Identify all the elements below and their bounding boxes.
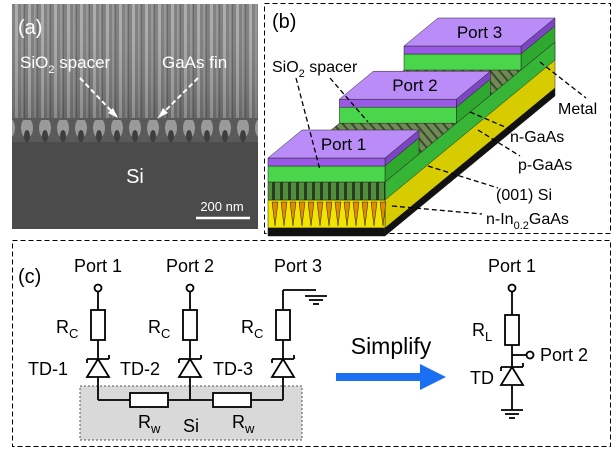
label-main: SiO [20, 53, 48, 72]
label-sub: C [254, 326, 263, 341]
resistor [276, 310, 290, 340]
resistor [183, 310, 197, 340]
sem-image [12, 4, 258, 229]
label-sub: w [150, 421, 161, 436]
port-label: Port 2 [540, 345, 588, 365]
diode [272, 359, 294, 377]
label-rest: spacer [305, 59, 358, 76]
fin-front [268, 182, 385, 200]
substrate-label: Si [183, 416, 199, 436]
sem-label: GaAs fin [162, 53, 227, 72]
pad-front [404, 46, 521, 54]
port-label: Port 3 [457, 23, 502, 42]
resistor [91, 310, 105, 340]
simplify-arrow [336, 364, 446, 390]
label-sub: C [69, 326, 78, 341]
layer-label: Metal [558, 101, 597, 118]
action-label: Simplify [351, 333, 432, 359]
port-label: Port 2 [392, 76, 437, 95]
panel-label: (a) [18, 17, 42, 39]
layer-front [268, 166, 385, 182]
label-main: R [56, 317, 69, 337]
terminal [527, 352, 534, 359]
label-main: R [241, 317, 254, 337]
layer-label: n-GaAs [510, 129, 564, 146]
pad-front [268, 158, 385, 166]
layer-label: n-In0.2GaAs [486, 211, 569, 232]
layer-label: SiO2 spacer [272, 59, 358, 80]
device-schematic: Port 3 Port 2 Port 1 Metal n-GaAs p-GaAs (001)… [268, 18, 597, 236]
diode [87, 359, 109, 377]
layer-label: (001) Si [496, 187, 552, 204]
port-label: Port 1 [488, 256, 536, 276]
component-label: RC [56, 317, 78, 341]
sem-fin-row [12, 118, 258, 142]
layer-label: p-GaAs [518, 157, 572, 174]
label-sub: w [244, 421, 255, 436]
component-label: RL [472, 320, 492, 344]
diode-label: TD-3 [213, 359, 253, 379]
diode [501, 367, 523, 385]
diode-label: TD [470, 368, 494, 388]
scale-bar-label: 200 nm [200, 199, 243, 214]
pad-front [339, 99, 456, 107]
label-sub: C [161, 326, 170, 341]
diode-label: TD-1 [28, 359, 68, 379]
figure: (a) SiO2 spacer GaAs fin Si 200 nm (b) P… [0, 0, 616, 449]
port-label: Port 3 [274, 256, 322, 276]
label-main: R [232, 412, 245, 432]
diode-label: TD-2 [120, 359, 160, 379]
circuit [87, 285, 534, 419]
sem-label: Si [126, 166, 144, 188]
port-label: Port 2 [166, 256, 214, 276]
resistor [213, 393, 251, 407]
label-main: R [148, 317, 161, 337]
label-main: SiO [272, 59, 299, 76]
label-sub: L [485, 329, 492, 344]
component-label: RC [148, 317, 170, 341]
label-sub: 0.2 [514, 220, 529, 232]
resistor [130, 393, 168, 407]
label-main: R [138, 412, 151, 432]
panel-label: (c) [18, 266, 41, 288]
label-rest: GaAs [529, 211, 569, 228]
diode [179, 359, 201, 377]
component-label: RC [241, 317, 263, 341]
resistor [505, 315, 519, 345]
port-label: Port 1 [321, 135, 366, 154]
label-main: R [472, 320, 485, 340]
metal-front [268, 228, 385, 236]
layer-front [404, 54, 521, 70]
port-label: Port 1 [74, 256, 122, 276]
label-main: n-In [486, 211, 514, 228]
terminal [509, 285, 516, 292]
terminal [187, 285, 194, 292]
panel-label: (b) [272, 11, 296, 33]
terminal [95, 285, 102, 292]
label-rest: spacer [54, 53, 110, 72]
